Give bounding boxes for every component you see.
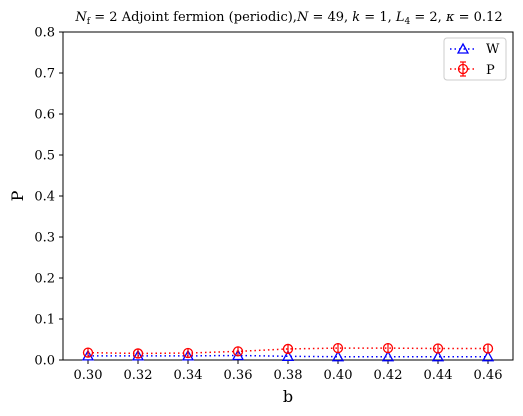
y-axis: 0.0 0.1 0.2 0.3 0.4 0.5 0.6 0.7 0.8 (34, 26, 63, 369)
title-n-val: = 49, (308, 10, 352, 25)
data-point-w (331, 350, 345, 362)
data-point-w (81, 349, 95, 361)
x-tick-label: 0.46 (474, 368, 503, 383)
title-nf-sub: f (87, 17, 91, 27)
data-point-p (232, 346, 244, 357)
legend-label-p: P (486, 63, 495, 78)
y-tick-label: 0.0 (34, 354, 55, 369)
data-point-p (282, 343, 294, 355)
title-nf-val: = 2 (90, 10, 122, 25)
title-kappa: κ (445, 10, 455, 25)
legend-label-w: W (486, 42, 500, 57)
x-tick-label: 0.34 (174, 368, 203, 383)
plot-area (62, 31, 514, 361)
y-tick-label: 0.5 (34, 149, 55, 164)
data-point-p (82, 347, 94, 358)
title-main: Adjoint fermion (periodic), (121, 10, 297, 25)
title-nf: N (74, 10, 87, 25)
data-point-w (481, 350, 495, 362)
x-tick-label: 0.42 (374, 368, 403, 383)
title-l4-sub: 4 (405, 17, 411, 27)
legend-marker-w (456, 42, 470, 54)
title-k-val: = 1, (360, 10, 396, 25)
y-axis-title: P (8, 190, 27, 201)
data-point-w (381, 350, 395, 362)
title-n: N (296, 10, 309, 25)
y-tick-label: 0.7 (34, 67, 55, 82)
data-point-w (131, 349, 145, 361)
data-point-p (432, 343, 444, 354)
legend: W P (443, 37, 507, 81)
title-kappa-val: = 0.12 (454, 10, 502, 25)
title-l4: L (395, 10, 405, 25)
series-line-w (88, 354, 488, 358)
data-point-w (431, 350, 445, 362)
x-tick-label: 0.40 (324, 368, 353, 383)
chart-title: Nf = 2 Adjoint fermion (periodic),N = 49… (74, 10, 502, 27)
data-point-p (182, 347, 194, 359)
data-point-p (132, 348, 144, 359)
series-layer (81, 342, 495, 362)
y-tick-label: 0.1 (34, 313, 55, 328)
x-axis: 0.30 0.32 0.34 0.36 0.38 0.40 0.42 0.44 0.46 (74, 360, 503, 383)
y-tick-label: 0.3 (34, 231, 55, 246)
x-tick-label: 0.36 (224, 368, 253, 383)
legend-marker-p (457, 63, 469, 75)
series-line-p (87, 347, 488, 355)
y-tick-label: 0.4 (34, 190, 55, 205)
data-point-w (281, 349, 295, 361)
title-l4-val: = 2, (410, 10, 446, 25)
data-point-p (332, 342, 344, 354)
x-tick-label: 0.32 (124, 368, 153, 383)
x-tick-label: 0.44 (424, 368, 453, 383)
x-tick-label: 0.38 (274, 368, 303, 383)
data-point-w (181, 349, 195, 361)
x-axis-title: b (283, 387, 293, 406)
data-point-p (382, 342, 394, 354)
title-k: k (352, 10, 360, 25)
y-tick-label: 0.2 (34, 272, 55, 287)
x-tick-label: 0.30 (74, 368, 103, 383)
y-tick-label: 0.8 (34, 26, 55, 41)
y-tick-label: 0.6 (34, 108, 55, 123)
data-point-p (482, 343, 494, 354)
